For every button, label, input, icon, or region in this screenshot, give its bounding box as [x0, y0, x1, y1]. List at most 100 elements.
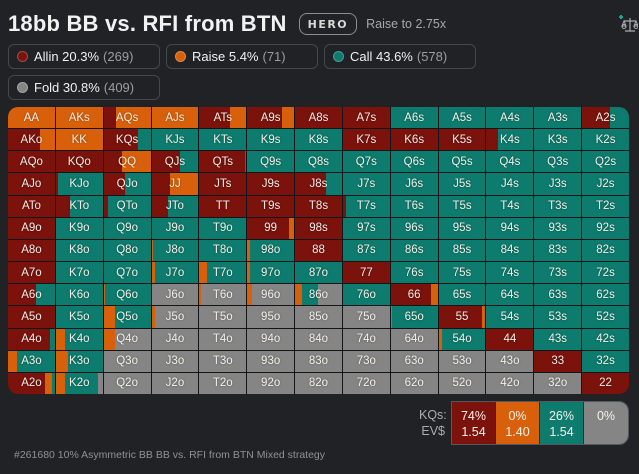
hand-cell-Q7o[interactable]: Q7o [103, 262, 151, 284]
legend-chip-call[interactable]: Call 43.6% (578) [324, 44, 476, 69]
hand-cell-T3s[interactable]: T3s [534, 195, 582, 217]
hand-cell-Q9s[interactable]: Q9s [247, 151, 295, 173]
hand-cell-AKs[interactable]: AKs [55, 107, 103, 129]
hand-cell-A3s[interactable]: A3s [534, 107, 582, 129]
hand-cell-43o[interactable]: 43o [486, 350, 534, 372]
hand-cell-Q5o[interactable]: Q5o [103, 306, 151, 328]
hand-cell-K3s[interactable]: K3s [534, 129, 582, 151]
hand-cell-75o[interactable]: 75o [342, 306, 390, 328]
hand-cell-J2s[interactable]: J2s [582, 173, 629, 195]
hand-cell-77[interactable]: 77 [342, 262, 390, 284]
hand-cell-T5o[interactable]: T5o [199, 306, 247, 328]
hand-cell-A3o[interactable]: A3o [8, 350, 55, 372]
hand-cell-Q4o[interactable]: Q4o [103, 328, 151, 350]
hand-cell-K7s[interactable]: K7s [342, 129, 390, 151]
hand-cell-J3o[interactable]: J3o [151, 350, 199, 372]
hand-cell-J8s[interactable]: J8s [295, 173, 342, 195]
hand-cell-J9s[interactable]: J9s [247, 173, 295, 195]
hand-cell-KK[interactable]: KK [55, 129, 103, 151]
hand-cell-85o[interactable]: 85o [295, 306, 342, 328]
hand-cell-86s[interactable]: 86s [390, 239, 438, 262]
hand-cell-K2o[interactable]: K2o [55, 372, 103, 394]
hand-cell-55[interactable]: 55 [438, 306, 486, 328]
hand-cell-J5s[interactable]: J5s [438, 173, 486, 195]
hand-cell-87o[interactable]: 87o [295, 262, 342, 284]
hand-cell-K5s[interactable]: K5s [438, 129, 486, 151]
hand-cell-73s[interactable]: 73s [534, 262, 582, 284]
hand-cell-T8s[interactable]: T8s [295, 195, 342, 217]
hand-cell-A9s[interactable]: A9s [247, 107, 295, 129]
hand-cell-Q6o[interactable]: Q6o [103, 284, 151, 306]
hand-cell-K6s[interactable]: K6s [390, 129, 438, 151]
hand-cell-42s[interactable]: 42s [582, 328, 629, 350]
hand-cell-KTo[interactable]: KTo [55, 195, 103, 217]
hand-cell-53s[interactable]: 53s [534, 306, 582, 328]
legend-chip-fold[interactable]: Fold 30.8% (409) [8, 75, 160, 100]
hand-cell-KJo[interactable]: KJo [55, 173, 103, 195]
hand-cell-JJ[interactable]: JJ [151, 173, 199, 195]
hand-cell-K4s[interactable]: K4s [486, 129, 534, 151]
hand-cell-K5o[interactable]: K5o [55, 306, 103, 328]
hand-cell-T9s[interactable]: T9s [247, 195, 295, 217]
hand-cell-72s[interactable]: 72s [582, 262, 629, 284]
hand-cell-J8o[interactable]: J8o [151, 239, 199, 262]
hand-cell-A9o[interactable]: A9o [8, 217, 55, 239]
hand-cell-Q7s[interactable]: Q7s [342, 151, 390, 173]
hand-cell-A6s[interactable]: A6s [390, 107, 438, 129]
hand-cell-ATo[interactable]: ATo [8, 195, 55, 217]
hand-cell-A8s[interactable]: A8s [295, 107, 342, 129]
hand-cell-Q9o[interactable]: Q9o [103, 217, 151, 239]
hand-cell-63o[interactable]: 63o [390, 350, 438, 372]
hand-cell-87s[interactable]: 87s [342, 239, 390, 262]
hand-cell-Q6s[interactable]: Q6s [390, 151, 438, 173]
hand-cell-86o[interactable]: 86o [295, 284, 342, 306]
hand-cell-T6s[interactable]: T6s [390, 195, 438, 217]
hand-cell-T3o[interactable]: T3o [199, 350, 247, 372]
hand-cell-54s[interactable]: 54s [486, 306, 534, 328]
hand-cell-T2o[interactable]: T2o [199, 372, 247, 394]
hand-cell-A4s[interactable]: A4s [486, 107, 534, 129]
hand-cell-64s[interactable]: 64s [486, 284, 534, 306]
hand-cell-83o[interactable]: 83o [295, 350, 342, 372]
hand-cell-98s[interactable]: 98s [295, 217, 342, 239]
hand-cell-T7o[interactable]: T7o [199, 262, 247, 284]
hand-cell-J7s[interactable]: J7s [342, 173, 390, 195]
hand-cell-88[interactable]: 88 [295, 239, 342, 262]
hand-cell-T6o[interactable]: T6o [199, 284, 247, 306]
hand-cell-KQs[interactable]: KQs [103, 129, 151, 151]
hand-cell-53o[interactable]: 53o [438, 350, 486, 372]
hand-cell-32s[interactable]: 32s [582, 350, 629, 372]
hand-cell-32o[interactable]: 32o [534, 372, 582, 394]
hand-cell-73o[interactable]: 73o [342, 350, 390, 372]
hand-cell-K8o[interactable]: K8o [55, 239, 103, 262]
hand-cell-Q8s[interactable]: Q8s [295, 151, 342, 173]
hand-cell-A5o[interactable]: A5o [8, 306, 55, 328]
hand-cell-JTo[interactable]: JTo [151, 195, 199, 217]
hand-cell-T4o[interactable]: T4o [199, 328, 247, 350]
hand-cell-J3s[interactable]: J3s [534, 173, 582, 195]
hand-cell-J9o[interactable]: J9o [151, 217, 199, 239]
hand-cell-T5s[interactable]: T5s [438, 195, 486, 217]
hand-cell-94s[interactable]: 94s [486, 217, 534, 239]
hand-cell-98o[interactable]: 98o [247, 239, 295, 262]
hand-cell-82o[interactable]: 82o [295, 372, 342, 394]
hand-cell-65s[interactable]: 65s [438, 284, 486, 306]
hand-cell-K3o[interactable]: K3o [55, 350, 103, 372]
hand-cell-J4s[interactable]: J4s [486, 173, 534, 195]
hand-cell-Q3s[interactable]: Q3s [534, 151, 582, 173]
hand-cell-JTs[interactable]: JTs [199, 173, 247, 195]
hand-cell-K2s[interactable]: K2s [582, 129, 629, 151]
hand-cell-72o[interactable]: 72o [342, 372, 390, 394]
hand-cell-76s[interactable]: 76s [390, 262, 438, 284]
hand-cell-J2o[interactable]: J2o [151, 372, 199, 394]
hand-cell-A4o[interactable]: A4o [8, 328, 55, 350]
hand-cell-Q2s[interactable]: Q2s [582, 151, 629, 173]
hand-cell-AA[interactable]: AA [8, 107, 55, 129]
hand-cell-AQs[interactable]: AQs [103, 107, 151, 129]
hand-cell-96o[interactable]: 96o [247, 284, 295, 306]
hand-cell-K9o[interactable]: K9o [55, 217, 103, 239]
hand-cell-Q5s[interactable]: Q5s [438, 151, 486, 173]
hand-cell-KQo[interactable]: KQo [55, 151, 103, 173]
hand-cell-99[interactable]: 99 [247, 217, 295, 239]
hand-cell-K8s[interactable]: K8s [295, 129, 342, 151]
